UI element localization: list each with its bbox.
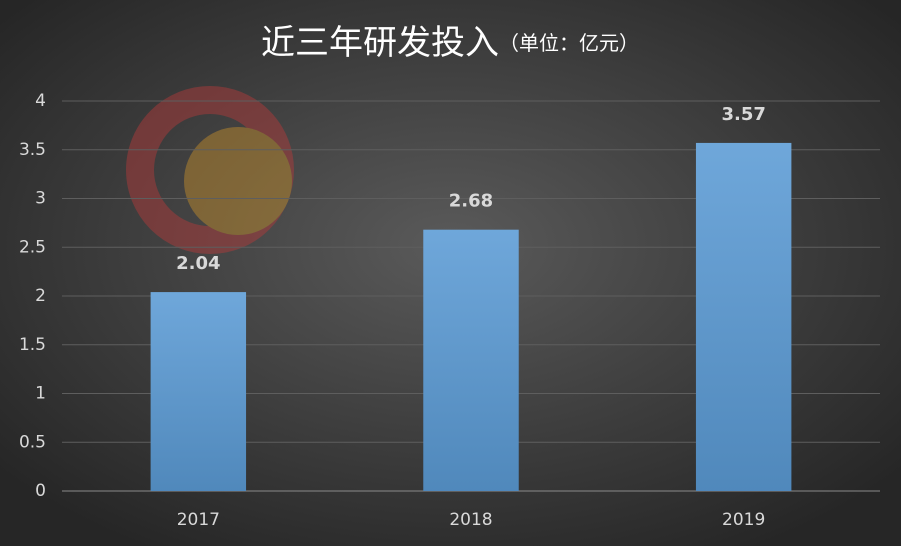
- y-tick-label: 0.5: [19, 432, 46, 452]
- y-tick-label: 1: [35, 384, 46, 404]
- y-tick-label: 3: [35, 189, 46, 209]
- subtitle: （单位：亿元）: [499, 31, 639, 55]
- value-label: 2.04: [176, 253, 220, 274]
- y-tick-label: 1.5: [19, 335, 46, 355]
- y-tick-label: 2.5: [19, 237, 46, 257]
- title: 近三年研发投入: [261, 23, 499, 63]
- value-label: 2.68: [449, 191, 493, 212]
- watermark: [126, 86, 294, 254]
- value-label: 3.57: [721, 104, 765, 125]
- y-tick-label: 4: [35, 91, 46, 111]
- bar: [150, 292, 247, 491]
- y-tick-label: 0: [35, 481, 46, 501]
- y-tick-label: 2: [35, 286, 46, 306]
- x-tick-label: 2018: [449, 510, 492, 530]
- chart-title: 近三年研发投入（单位：亿元）: [261, 23, 639, 63]
- y-tick-label: 3.5: [19, 140, 46, 160]
- bar: [695, 142, 792, 492]
- x-tick-label: 2017: [177, 510, 220, 530]
- x-tick-label: 2019: [722, 510, 765, 530]
- bar: [423, 229, 519, 491]
